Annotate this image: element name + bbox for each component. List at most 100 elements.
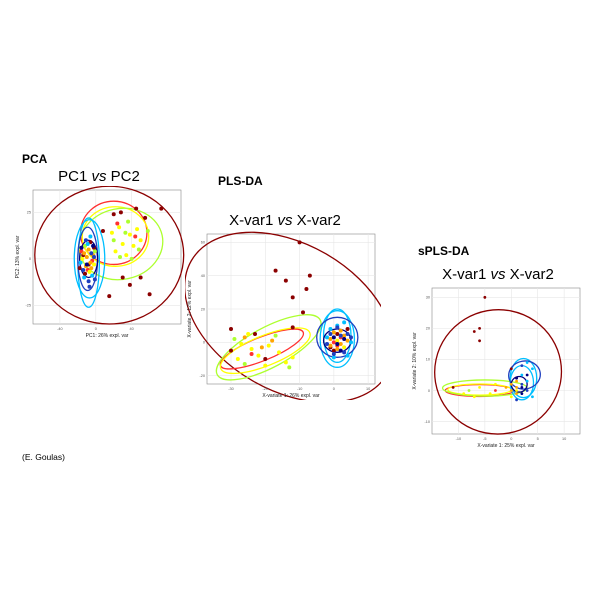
data-point (335, 338, 340, 343)
data-point (515, 392, 518, 396)
data-point (107, 294, 112, 299)
chart-panel-pca: -40 0 40 -25 0 25 PC1: 26% expl. var PC2: 13% e… (13, 185, 185, 340)
data-point (520, 382, 524, 386)
x-tick-label: 10 (366, 387, 370, 391)
y-tick-label: -10 (425, 420, 431, 424)
data-point (239, 342, 244, 346)
data-point (242, 335, 247, 340)
data-point (328, 332, 333, 336)
data-point (115, 221, 120, 226)
data-point (242, 362, 247, 366)
data-point (81, 268, 86, 273)
chart-title-pca: PC1 vs PC2 (13, 168, 185, 185)
data-point (109, 230, 114, 235)
data-point (331, 330, 336, 335)
data-point (273, 333, 278, 338)
confidence-ellipse (319, 310, 356, 368)
y-tick-label: 30 (426, 296, 430, 300)
data-point (120, 275, 125, 280)
data-point (331, 348, 336, 353)
data-point (509, 382, 513, 386)
data-point (138, 238, 143, 243)
data-point (525, 361, 529, 364)
data-point (143, 215, 148, 220)
y-axis-label: X-variate 2: 10% expl. var (412, 332, 418, 390)
chart-title-part: vs (490, 266, 506, 283)
data-point (325, 342, 329, 346)
method-label-pca: PCA (22, 152, 48, 166)
data-point (82, 275, 87, 280)
data-point (342, 320, 347, 325)
chart-title-part: vs (91, 168, 107, 185)
data-point (478, 326, 481, 330)
data-point (266, 343, 271, 348)
data-point (83, 238, 88, 243)
data-point (472, 330, 476, 333)
data-point (509, 367, 513, 371)
chart-title-part: PC1 (58, 168, 92, 185)
data-point (520, 392, 524, 396)
data-point (338, 342, 343, 346)
confidence-ellipse (73, 219, 106, 299)
confidence-ellipse (508, 360, 541, 390)
x-tick-label: -10 (456, 437, 462, 441)
data-point (84, 262, 89, 267)
data-point (124, 253, 129, 258)
y-tick-label: 0 (203, 341, 205, 345)
data-point (478, 386, 481, 389)
data-point (525, 379, 529, 383)
x-tick-label: -10 (297, 387, 303, 391)
data-point (488, 392, 492, 396)
data-point (270, 338, 275, 343)
confidence-ellipse (434, 309, 563, 435)
data-point (127, 232, 132, 237)
data-point (515, 398, 518, 402)
data-point (120, 241, 125, 246)
data-point (338, 333, 343, 338)
data-point (290, 325, 295, 330)
data-point (520, 386, 524, 389)
data-point (342, 337, 347, 341)
data-point (138, 275, 143, 280)
plot-area (431, 287, 581, 435)
x-tick-label: 40 (130, 327, 134, 331)
data-point (126, 219, 131, 224)
data-point (277, 350, 281, 355)
data-point (147, 292, 152, 297)
data-point (328, 327, 333, 331)
data-point (290, 355, 295, 360)
data-point (134, 206, 139, 211)
chart-title-part: X-var1 (229, 212, 278, 229)
data-point (301, 310, 305, 315)
data-point (263, 363, 268, 368)
data-point (349, 335, 353, 340)
data-point (338, 348, 343, 353)
data-point (515, 389, 518, 392)
y-tick-label: 20 (201, 307, 205, 311)
x-tick-label: 0 (333, 387, 335, 391)
data-point (123, 230, 128, 235)
x-axis-label: PC1: 26% expl. var (86, 333, 129, 339)
x-axis-label: X-variate 1: 26% expl. var (262, 393, 320, 399)
data-point (83, 271, 88, 276)
data-point (253, 332, 257, 336)
data-point (145, 228, 150, 233)
chart-title-splsda: X-var1 vs X-var2 (410, 266, 586, 283)
data-point (259, 345, 264, 350)
data-point (235, 357, 240, 361)
data-point (325, 335, 329, 340)
y-tick-label: 25 (27, 211, 31, 215)
data-point (462, 392, 466, 396)
data-point (331, 355, 336, 360)
confidence-ellipse (78, 239, 99, 279)
data-point (111, 212, 116, 217)
data-point (86, 247, 91, 252)
y-axis-label: PC2: 13% expl. var (15, 235, 21, 278)
data-point (111, 238, 116, 243)
data-point (287, 365, 292, 370)
data-point (87, 284, 92, 289)
data-point (246, 332, 251, 336)
x-tick-label: 0 (510, 437, 512, 441)
data-point (113, 249, 118, 254)
data-point (77, 266, 82, 271)
